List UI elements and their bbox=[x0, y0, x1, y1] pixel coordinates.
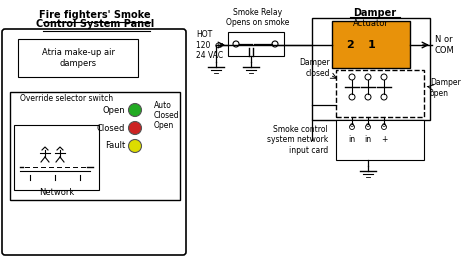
Bar bbox=[312, 18, 430, 120]
Circle shape bbox=[349, 74, 355, 80]
Text: o: o bbox=[350, 122, 354, 128]
Text: o: o bbox=[366, 122, 370, 128]
Bar bbox=[332, 21, 410, 68]
Circle shape bbox=[365, 74, 371, 80]
Text: Auto: Auto bbox=[154, 101, 172, 109]
Text: Fire fighters' Smoke: Fire fighters' Smoke bbox=[39, 10, 151, 20]
Circle shape bbox=[381, 74, 387, 80]
Text: 1: 1 bbox=[368, 40, 376, 50]
Circle shape bbox=[365, 94, 371, 100]
Text: Open: Open bbox=[102, 106, 125, 114]
Text: Atria make-up air
dampers: Atria make-up air dampers bbox=[42, 48, 115, 68]
Text: Actuator: Actuator bbox=[353, 19, 389, 28]
Bar bbox=[10, 92, 180, 200]
Text: Override selector switch: Override selector switch bbox=[20, 94, 113, 102]
Text: HOT
120  or
24 VAC: HOT 120 or 24 VAC bbox=[196, 30, 223, 60]
Circle shape bbox=[145, 121, 152, 128]
Text: Network: Network bbox=[39, 188, 74, 197]
Text: Closed: Closed bbox=[97, 124, 125, 133]
Bar bbox=[18, 39, 138, 77]
Text: 2: 2 bbox=[346, 40, 354, 50]
Bar bbox=[14, 125, 99, 190]
Circle shape bbox=[272, 41, 278, 47]
Circle shape bbox=[349, 94, 355, 100]
Text: Open: Open bbox=[154, 120, 174, 129]
Text: o: o bbox=[382, 122, 386, 128]
FancyBboxPatch shape bbox=[2, 29, 186, 255]
Text: Damper
open: Damper open bbox=[430, 78, 461, 98]
Text: Damper: Damper bbox=[354, 8, 397, 18]
Text: Smoke Relay
Opens on smoke: Smoke Relay Opens on smoke bbox=[226, 8, 290, 27]
Circle shape bbox=[365, 125, 371, 129]
Circle shape bbox=[145, 112, 152, 119]
Circle shape bbox=[233, 41, 239, 47]
Bar bbox=[228, 32, 284, 56]
Text: Closed: Closed bbox=[154, 110, 180, 120]
Text: N or
COM: N or COM bbox=[435, 35, 455, 55]
Text: in: in bbox=[365, 135, 372, 145]
Circle shape bbox=[128, 140, 142, 153]
Circle shape bbox=[381, 94, 387, 100]
Text: +: + bbox=[381, 135, 387, 145]
Bar bbox=[336, 120, 424, 160]
Circle shape bbox=[382, 125, 386, 129]
Circle shape bbox=[145, 101, 152, 108]
Circle shape bbox=[349, 125, 355, 129]
Bar bbox=[336, 70, 424, 117]
Circle shape bbox=[128, 121, 142, 134]
Text: Smoke control
system network
input card: Smoke control system network input card bbox=[267, 125, 328, 155]
Circle shape bbox=[128, 103, 142, 116]
Text: Fault: Fault bbox=[105, 141, 125, 151]
Text: Control System Panel: Control System Panel bbox=[36, 19, 154, 29]
Text: Damper
closed: Damper closed bbox=[299, 58, 330, 78]
Text: in: in bbox=[348, 135, 356, 145]
